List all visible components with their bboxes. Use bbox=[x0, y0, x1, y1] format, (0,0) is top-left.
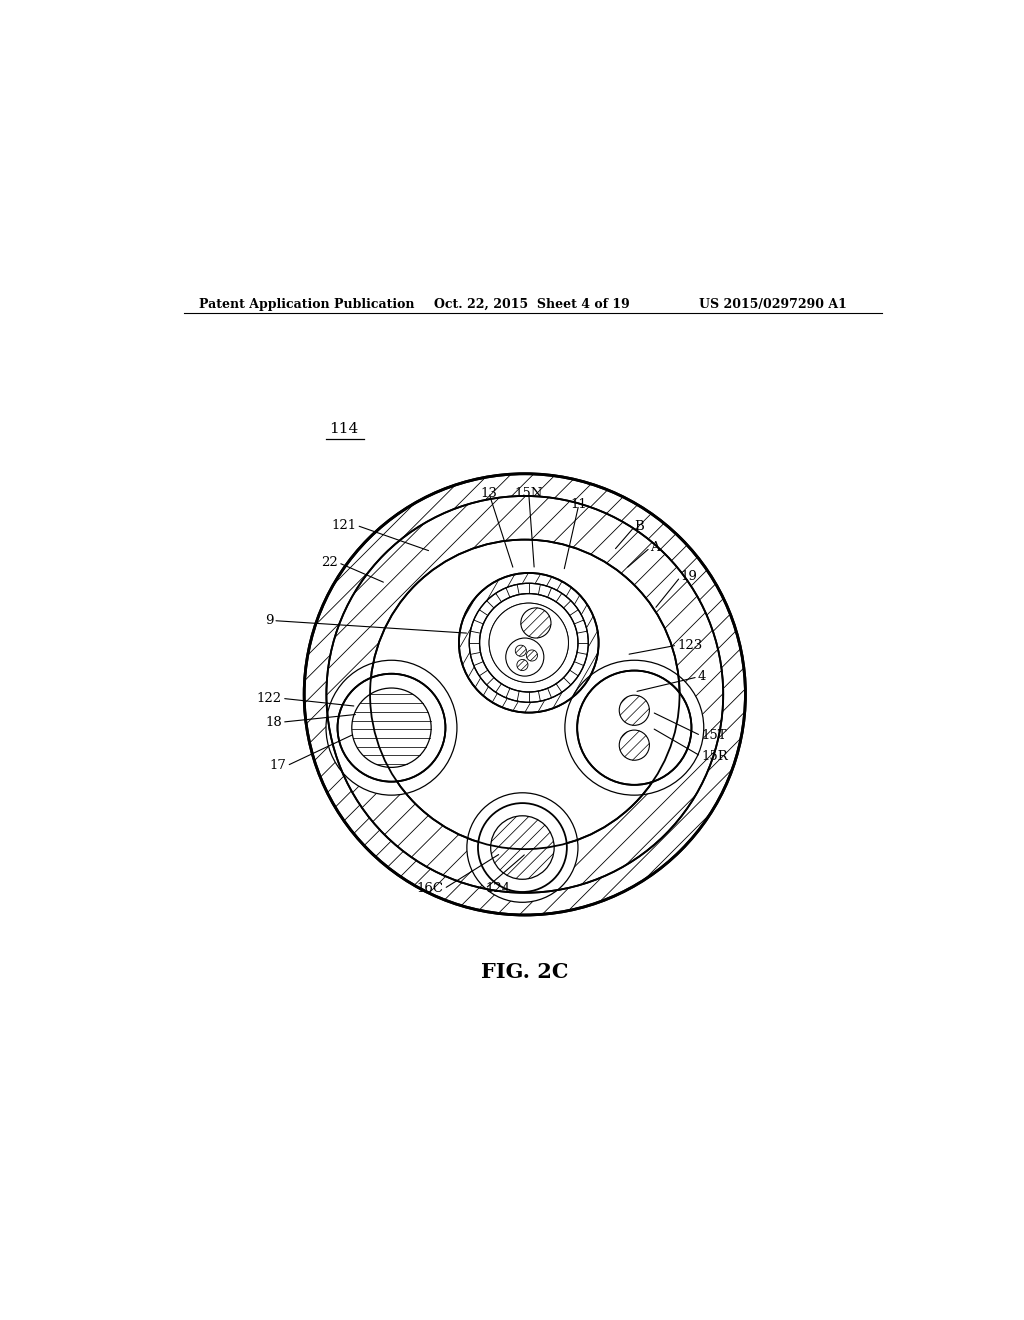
Text: 122: 122 bbox=[257, 692, 282, 705]
Text: A: A bbox=[650, 541, 659, 554]
Circle shape bbox=[478, 803, 567, 892]
Text: B: B bbox=[634, 520, 644, 533]
Text: 11: 11 bbox=[570, 498, 587, 511]
Circle shape bbox=[479, 594, 578, 692]
Text: FIG. 2C: FIG. 2C bbox=[481, 962, 568, 982]
Circle shape bbox=[489, 603, 568, 682]
Circle shape bbox=[338, 673, 445, 781]
Text: 19: 19 bbox=[680, 570, 697, 583]
Text: 114: 114 bbox=[330, 422, 358, 437]
Text: 15T: 15T bbox=[701, 729, 726, 742]
Text: 4: 4 bbox=[697, 671, 707, 684]
Circle shape bbox=[521, 609, 551, 638]
Text: US 2015/0297290 A1: US 2015/0297290 A1 bbox=[699, 297, 847, 310]
Ellipse shape bbox=[467, 793, 578, 903]
Text: 15R: 15R bbox=[701, 750, 728, 763]
Text: Oct. 22, 2015  Sheet 4 of 19: Oct. 22, 2015 Sheet 4 of 19 bbox=[433, 297, 630, 310]
Circle shape bbox=[620, 730, 649, 760]
Ellipse shape bbox=[326, 660, 457, 795]
Circle shape bbox=[506, 638, 544, 676]
Text: 124: 124 bbox=[485, 882, 510, 895]
Text: 18: 18 bbox=[265, 715, 282, 729]
Text: Patent Application Publication: Patent Application Publication bbox=[200, 297, 415, 310]
Circle shape bbox=[370, 540, 680, 849]
Circle shape bbox=[459, 573, 599, 713]
Circle shape bbox=[620, 696, 649, 725]
Text: 15N: 15N bbox=[515, 487, 543, 500]
Text: 13: 13 bbox=[480, 487, 498, 500]
Circle shape bbox=[578, 671, 691, 785]
Text: 17: 17 bbox=[270, 759, 287, 772]
Ellipse shape bbox=[565, 660, 703, 795]
Text: 121: 121 bbox=[332, 519, 356, 532]
Text: 123: 123 bbox=[677, 639, 702, 652]
Text: 16C: 16C bbox=[417, 882, 443, 895]
Text: 22: 22 bbox=[322, 556, 338, 569]
Text: 9: 9 bbox=[265, 614, 273, 627]
